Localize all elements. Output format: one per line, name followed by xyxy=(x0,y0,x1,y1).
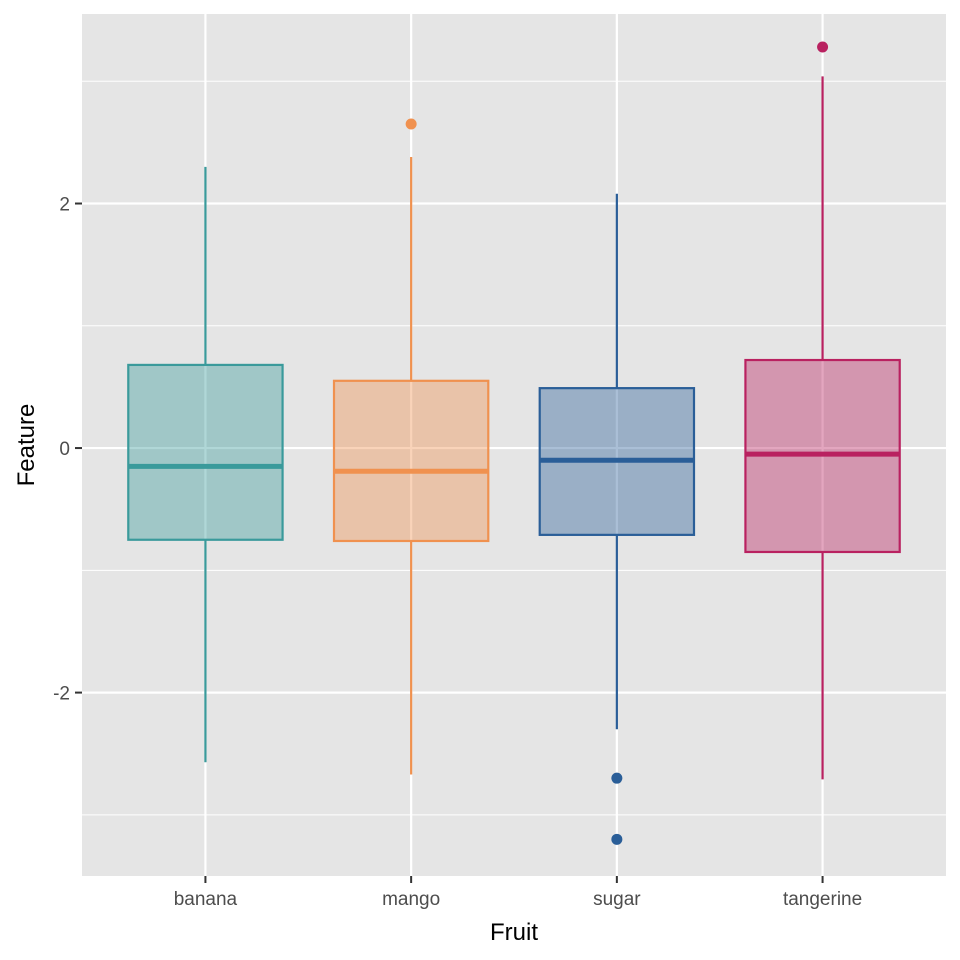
y-axis-title: Feature xyxy=(13,404,40,487)
x-axis-title: Fruit xyxy=(490,919,538,946)
x-tick-label: banana xyxy=(174,889,238,910)
outlier-point xyxy=(817,41,829,53)
box-iqr xyxy=(127,363,284,541)
y-tick-label: -2 xyxy=(53,684,70,705)
minor-gridlines xyxy=(82,80,946,816)
plot-panel xyxy=(82,14,946,876)
outlier-point xyxy=(611,833,623,845)
x-axis: banana mango sugar tangerine xyxy=(174,876,862,910)
y-axis: -2 0 2 xyxy=(53,195,82,705)
y-tick-label: 0 xyxy=(59,439,70,460)
box-mango xyxy=(332,118,490,775)
box-sugar xyxy=(538,193,696,845)
box-tangerine xyxy=(744,41,901,780)
box-iqr xyxy=(332,379,490,543)
x-tick-label: tangerine xyxy=(783,889,862,910)
x-tick-label: sugar xyxy=(593,889,641,910)
x-tick-label: mango xyxy=(382,889,440,910)
outlier-point xyxy=(611,772,623,784)
box-banana xyxy=(127,166,284,763)
outlier-point xyxy=(405,118,417,130)
box-series xyxy=(127,41,901,845)
y-tick-label: 2 xyxy=(59,195,70,216)
